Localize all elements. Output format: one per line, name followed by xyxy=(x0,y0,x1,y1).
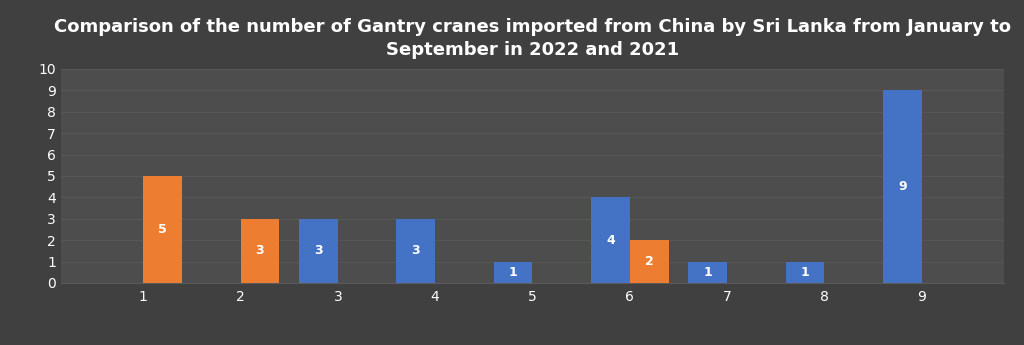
Text: 1: 1 xyxy=(703,266,712,279)
Bar xyxy=(591,197,630,283)
Text: 3: 3 xyxy=(412,244,420,257)
Legend: 2021, 2022: 2021, 2022 xyxy=(471,344,594,345)
Bar xyxy=(630,240,669,283)
Text: 1: 1 xyxy=(801,266,809,279)
Bar xyxy=(785,262,824,283)
Text: 5: 5 xyxy=(159,223,167,236)
Text: 3: 3 xyxy=(314,244,323,257)
Bar xyxy=(688,262,727,283)
Bar xyxy=(143,176,182,283)
Title: Comparison of the number of Gantry cranes imported from China by Sri Lanka from : Comparison of the number of Gantry crane… xyxy=(54,18,1011,59)
Bar xyxy=(241,219,280,283)
Bar xyxy=(396,219,435,283)
Bar xyxy=(883,90,922,283)
Text: 4: 4 xyxy=(606,234,614,247)
Bar xyxy=(299,219,338,283)
Bar xyxy=(494,262,532,283)
Text: 1: 1 xyxy=(509,266,517,279)
Text: 2: 2 xyxy=(645,255,653,268)
Text: 9: 9 xyxy=(898,180,906,193)
Text: 3: 3 xyxy=(256,244,264,257)
